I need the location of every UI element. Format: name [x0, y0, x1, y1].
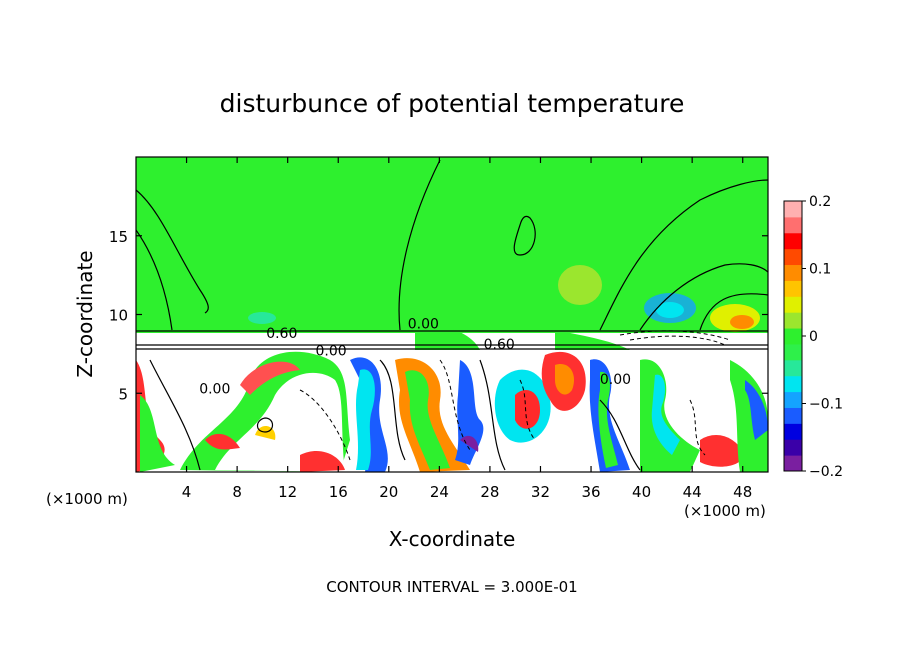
x-tick-label: 24 — [430, 483, 449, 501]
x-tick-label: 20 — [379, 483, 398, 501]
x-tick-label: 8 — [232, 483, 242, 501]
colorbar-swatch — [784, 407, 802, 424]
y-axis-label: Z-coordinate — [73, 250, 97, 377]
x-tick-label: 40 — [632, 483, 651, 501]
contour-interval-note: CONTOUR INTERVAL = 3.000E-01 — [326, 578, 577, 596]
x-axis-label: X-coordinate — [389, 527, 516, 551]
colorbar-swatch — [784, 280, 802, 297]
x-tick-label: 36 — [581, 483, 600, 501]
colorbar-swatch — [784, 455, 802, 472]
contour-label: 0.00 — [315, 343, 346, 359]
colorbar-swatch — [784, 296, 802, 313]
upper-patches — [248, 265, 760, 332]
contour-label: 0.60 — [484, 337, 515, 353]
x-tick-label: 32 — [531, 483, 550, 501]
x-axis: 4 8 12 16 20 24 28 32 36 40 44 48 — [182, 157, 752, 501]
colorbar-swatch — [784, 391, 802, 408]
x-tick-label: 48 — [733, 483, 752, 501]
colorbar-tick-label: −0.2 — [809, 464, 843, 480]
x-tick-label: 44 — [683, 483, 702, 501]
colorbar-swatch — [784, 232, 802, 250]
x-tick-label: 16 — [329, 483, 348, 501]
y-axis: 5 10 15 — [109, 228, 768, 403]
contour-label: 0.60 — [266, 326, 297, 342]
colorbar-swatch — [784, 264, 802, 281]
colorbar-swatch — [784, 201, 802, 218]
x-unit-left: (×1000 m) — [46, 490, 128, 508]
colorbar-swatch — [784, 328, 802, 345]
y-tick-label: 5 — [118, 385, 128, 403]
contour-label: 0.00 — [408, 317, 439, 333]
colorbar-swatch — [784, 375, 802, 393]
contour-label: 0.00 — [199, 381, 230, 397]
chart-title: disturbunce of potential temperature — [220, 89, 685, 118]
colorbar-swatch — [784, 312, 802, 329]
contour-label: 0.00 — [600, 372, 631, 388]
colorbar-swatch — [784, 216, 802, 234]
colorbar-swatch — [784, 248, 802, 266]
colorbar-tick-label: 0.2 — [809, 194, 831, 210]
colorbar-ticks: 0.2 0.1 0 −0.1 −0.2 — [802, 194, 843, 480]
turbulent-field — [136, 326, 768, 472]
colorbar-swatch — [784, 343, 802, 361]
colorbar-swatch — [784, 423, 802, 440]
y-tick-label: 10 — [109, 307, 128, 325]
y-tick-label: 15 — [109, 228, 128, 246]
colorbar — [783, 200, 803, 472]
colorbar-tick-label: 0 — [809, 329, 818, 345]
dashed-contours — [299, 330, 731, 461]
colorbar-tick-label: 0.1 — [809, 262, 831, 278]
colorbar-swatch — [784, 439, 802, 456]
colorbar-tick-label: −0.1 — [809, 397, 843, 413]
x-tick-label: 12 — [278, 483, 297, 501]
x-tick-label: 4 — [182, 483, 192, 501]
plot-field: 0.60 0.00 0.00 0.60 0.00 0.00 — [136, 157, 768, 472]
x-tick-label: 28 — [480, 483, 499, 501]
colorbar-swatch — [784, 359, 802, 377]
x-unit-right: (×1000 m) — [684, 502, 766, 520]
contour-label-group: 0.60 0.00 0.00 0.60 0.00 0.00 — [199, 317, 631, 398]
